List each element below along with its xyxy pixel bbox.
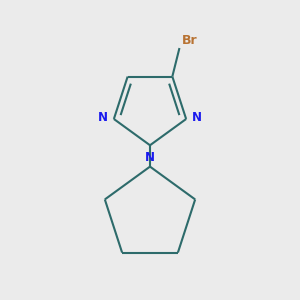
- Text: N: N: [192, 111, 202, 124]
- Text: N: N: [145, 151, 155, 164]
- Text: Br: Br: [182, 34, 197, 47]
- Text: N: N: [98, 111, 108, 124]
